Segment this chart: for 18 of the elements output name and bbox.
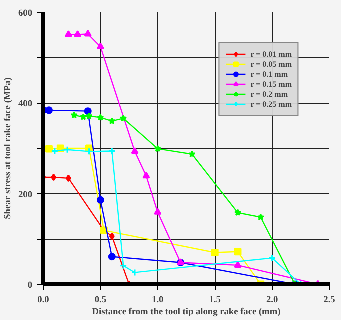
x-tick-label: 1.0 (152, 296, 164, 306)
y-tick-label: 400 (18, 100, 33, 110)
y-tick-label: 600 (18, 9, 33, 19)
x-tick-label: 1.5 (209, 296, 222, 306)
x-tick-label: 0.0 (38, 296, 50, 306)
x-axis-title: Distance from the tool tip along rake face (mm) (92, 308, 281, 318)
legend-label: r = 0.25 mm (250, 99, 292, 109)
legend-label: r = 0.1 mm (250, 69, 288, 79)
legend-label: r = 0.2 mm (250, 89, 288, 99)
legend-label: r = 0.15 mm (250, 79, 292, 89)
y-tick-label: 200 (18, 190, 33, 200)
y-tick-label: 0 (28, 281, 33, 291)
legend-label: r = 0.01 mm (250, 49, 292, 59)
legend-label: r = 0.05 mm (250, 59, 292, 69)
x-tick-label: 0.5 (94, 296, 107, 306)
y-axis-title: Shear stress at tool rake face (MPa) (4, 78, 14, 220)
x-tick-label: 2.5 (324, 296, 336, 306)
x-tick-label: 2.0 (266, 296, 278, 306)
